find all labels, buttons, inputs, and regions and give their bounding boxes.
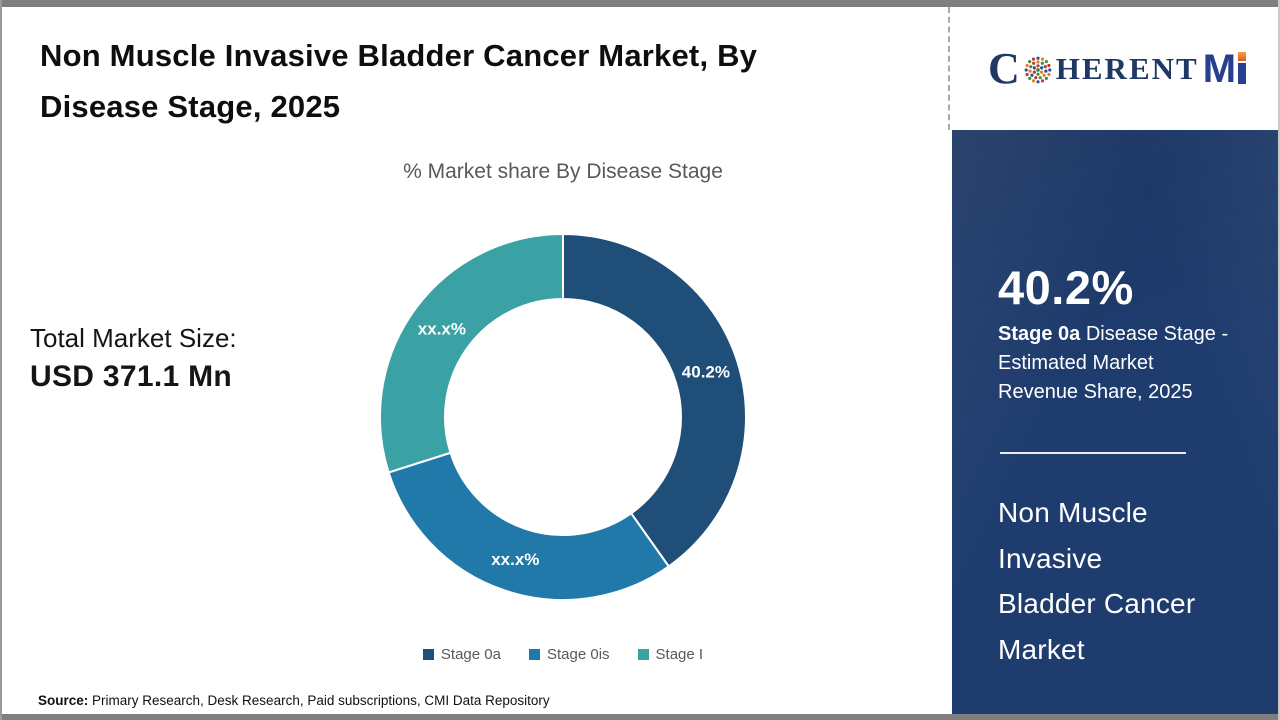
stat-description-line-1: Stage 0a Disease Stage - — [998, 320, 1248, 349]
legend-label-stage-0a: Stage 0a — [440, 646, 501, 663]
slice-value-label: xx.x% — [491, 550, 539, 569]
slice-value-label: 40.2% — [682, 363, 730, 382]
panel-market-name-line-4: Market — [998, 633, 1085, 665]
donut-chart-svg: 40.2% xx.x% xx.x% — [378, 232, 747, 601]
legend-item-stage-0a: Stage 0a — [422, 646, 501, 663]
legend-item-stage-0is: Stage 0is — [528, 646, 610, 663]
stat-description-line-2: Estimated Market — [998, 352, 1154, 374]
legend-swatch-stage-i — [637, 649, 649, 660]
highlight-side-panel: 40.2% Stage 0a Disease Stage - Estimated… — [952, 130, 1278, 714]
legend-swatch-stage-0is — [528, 649, 540, 660]
donut-slice-stage-i — [378, 232, 564, 474]
page-title: Non Muscle Invasive Bladder Cancer Marke… — [40, 30, 940, 132]
logo-letter-i-orange-cap — [1238, 51, 1247, 61]
dashed-separator — [948, 7, 950, 130]
legend-item-stage-i: Stage I — [637, 646, 704, 663]
coherent-mi-logo: C HERENT M — [987, 43, 1247, 93]
logo-letters-herent: HERENT — [1055, 51, 1199, 86]
total-market-size-label: Total Market Size: — [30, 323, 237, 353]
bottom-border-bar — [2, 714, 1278, 720]
legend-swatch-stage-0a — [422, 649, 434, 660]
logo-letter-i — [1238, 51, 1247, 84]
stat-description: Stage 0a Disease Stage - Estimated Marke… — [998, 320, 1248, 407]
total-market-size-value: USD 371.1 Mn — [30, 360, 232, 393]
source-citation: Source: Primary Research, Desk Research,… — [38, 693, 550, 708]
stat-value: 40.2% — [998, 261, 1134, 314]
page-title-line-1: Non Muscle Invasive Bladder Cancer Marke… — [40, 38, 758, 73]
stat-description-bold: Stage 0a — [998, 323, 1081, 345]
panel-market-name-line-2: Invasive — [998, 542, 1103, 574]
donut-chart: 40.2% xx.x% xx.x% — [373, 227, 753, 607]
slice-value-label: xx.x% — [418, 320, 466, 339]
panel-market-name-line-1: Non Muscle — [998, 497, 1148, 528]
donut-slice-stage-0is — [387, 451, 671, 601]
logo-letter-i-stem — [1238, 62, 1247, 84]
chart-subtitle: % Market share By Disease Stage — [403, 160, 723, 183]
logo-area: C HERENT M — [952, 7, 1278, 130]
source-label: Source: — [38, 693, 89, 708]
donut-slice-stage-0a — [562, 232, 747, 568]
source-text: Primary Research, Desk Research, Paid su… — [88, 693, 550, 708]
logo-dotted-globe-icon — [1024, 56, 1052, 83]
stat-description-line-3: Revenue Share, 2025 — [998, 381, 1193, 403]
page-title-line-2: Disease Stage, 2025 — [40, 89, 341, 124]
panel-market-name: Non Muscle Invasive Bladder Cancer Marke… — [998, 490, 1248, 672]
legend-label-stage-i: Stage I — [655, 646, 704, 663]
panel-market-name-line-3: Bladder Cancer — [998, 588, 1196, 619]
panel-divider — [1000, 452, 1186, 454]
logo-letter-c: C — [987, 43, 1020, 93]
legend-label-stage-0is: Stage 0is — [546, 646, 610, 663]
top-border-bar — [2, 0, 1278, 7]
stat-description-line-1-rest: Disease Stage - — [1080, 323, 1229, 345]
total-market-size: Total Market Size: USD 371.1 Mn — [30, 323, 237, 394]
logo-letter-m: M — [1202, 46, 1236, 91]
chart-legend: Stage 0a Stage 0is Stage I — [333, 646, 793, 663]
